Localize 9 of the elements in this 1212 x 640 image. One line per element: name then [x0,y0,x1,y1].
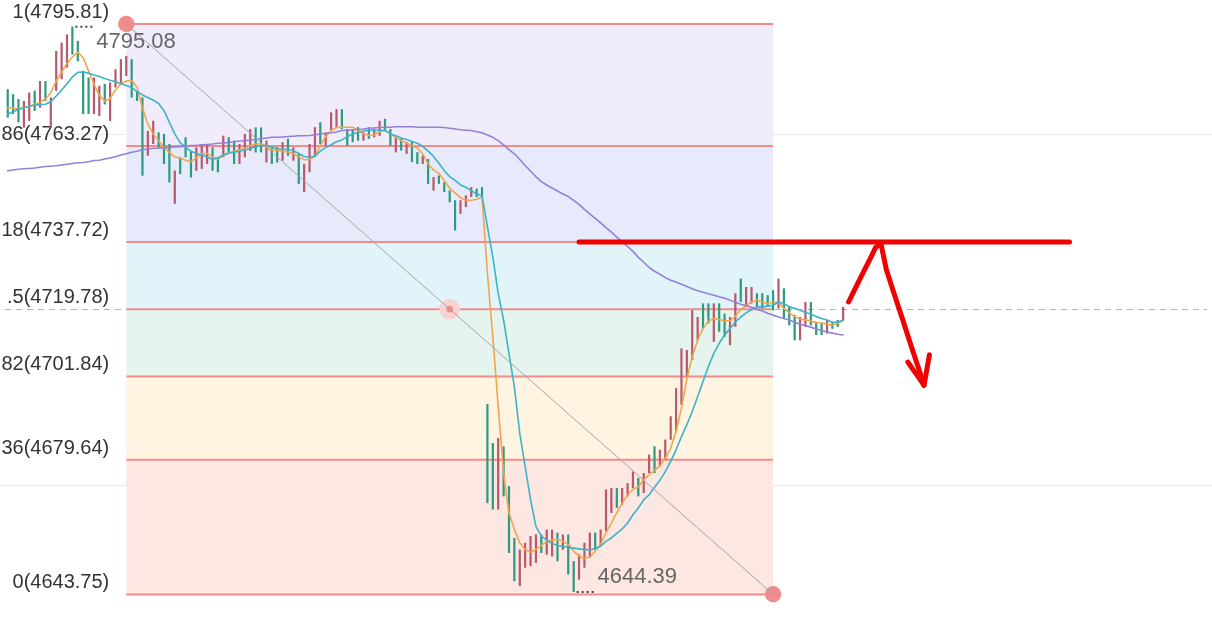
ref-line-label: 86(4763.27) [1,122,110,145]
ref-line-label: 0(4643.75) [12,570,110,593]
annotation: 4644.39 [597,563,677,589]
annotation: 4795.08 [96,27,176,53]
ref-line-label: 36(4679.64) [1,435,110,458]
ref-line-label: 18(4737.72) [1,217,110,240]
ref-line-label: .5(4719.78) [6,285,110,308]
ref-line-label: 82(4701.84) [1,352,110,375]
ref-line-label: 1(4795.81) [12,0,110,22]
